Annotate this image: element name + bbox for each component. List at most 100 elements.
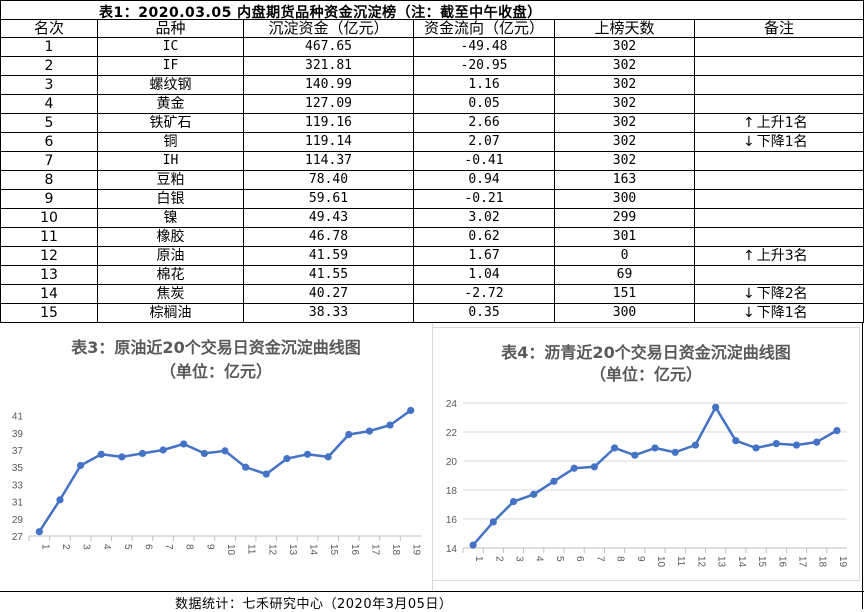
name-cell[interactable]: 棉花 xyxy=(98,266,244,285)
rank-cell[interactable]: 13 xyxy=(0,266,98,285)
days-cell[interactable]: 302 xyxy=(555,133,695,152)
flow-cell[interactable]: 1.04 xyxy=(414,266,555,285)
note-cell[interactable] xyxy=(695,190,864,209)
days-cell[interactable]: 302 xyxy=(555,57,695,76)
note-label: 下降1名 xyxy=(756,134,808,150)
flow-cell[interactable]: -2.72 xyxy=(414,285,555,304)
note-cell[interactable] xyxy=(695,38,864,57)
rank-cell[interactable]: 1 xyxy=(0,38,98,57)
name-cell[interactable]: 铁矿石 xyxy=(98,114,244,133)
note-cell[interactable] xyxy=(695,266,864,285)
days-cell[interactable]: 302 xyxy=(555,38,695,57)
flow-cell[interactable]: 0.35 xyxy=(414,304,555,323)
amount-cell[interactable]: 114.37 xyxy=(244,152,414,171)
days-cell[interactable]: 299 xyxy=(555,209,695,228)
amount-cell[interactable]: 59.61 xyxy=(244,190,414,209)
name-cell[interactable]: 镍 xyxy=(98,209,244,228)
amount-cell[interactable]: 38.33 xyxy=(244,304,414,323)
note-cell[interactable] xyxy=(695,76,864,95)
note-cell[interactable]: ↑ 上升3名 xyxy=(695,247,864,266)
rank-cell[interactable]: 15 xyxy=(0,304,98,323)
note-cell[interactable]: ↓ 下降1名 xyxy=(695,304,864,323)
amount-cell[interactable]: 46.78 xyxy=(244,228,414,247)
rank-cell[interactable]: 12 xyxy=(0,247,98,266)
amount-cell[interactable]: 40.27 xyxy=(244,285,414,304)
rank-cell[interactable]: 5 xyxy=(0,114,98,133)
amount-cell[interactable]: 41.59 xyxy=(244,247,414,266)
amount-cell[interactable]: 41.55 xyxy=(244,266,414,285)
name-cell[interactable]: 铜 xyxy=(98,133,244,152)
amount-cell[interactable]: 321.81 xyxy=(244,57,414,76)
days-cell[interactable]: 163 xyxy=(555,171,695,190)
note-cell[interactable] xyxy=(695,95,864,114)
table-row: 11 橡胶 46.78 0.62 301 xyxy=(0,228,864,247)
note-cell[interactable] xyxy=(695,57,864,76)
chart-asphalt[interactable]: 表4：沥青近20个交易日资金沉淀曲线图 （单位：亿元） 14 16 18 20 22 24… xyxy=(432,327,860,581)
flow-cell[interactable]: 3.02 xyxy=(414,209,555,228)
name-cell[interactable]: 螺纹钢 xyxy=(98,76,244,95)
name-cell[interactable]: 豆粕 xyxy=(98,171,244,190)
amount-cell[interactable]: 119.14 xyxy=(244,133,414,152)
flow-cell[interactable]: 1.16 xyxy=(414,76,555,95)
flow-cell[interactable]: 0.62 xyxy=(414,228,555,247)
rank-cell[interactable]: 11 xyxy=(0,228,98,247)
flow-cell[interactable]: -0.41 xyxy=(414,152,555,171)
name-cell[interactable]: IH xyxy=(98,152,244,171)
note-cell[interactable] xyxy=(695,209,864,228)
name-cell[interactable]: 橡胶 xyxy=(98,228,244,247)
amount-cell[interactable]: 127.09 xyxy=(244,95,414,114)
note-cell[interactable]: ↑ 上升1名 xyxy=(695,114,864,133)
days-cell[interactable]: 302 xyxy=(555,76,695,95)
data-point xyxy=(509,498,518,506)
flow-cell[interactable]: -49.48 xyxy=(414,38,555,57)
amount-cell[interactable]: 467.65 xyxy=(244,38,414,57)
chart-crude-oil[interactable]: 表3：原油近20个交易日资金沉淀曲线图 （单位：亿元） 27 29 31 33 35 37… xyxy=(0,323,433,591)
rank-cell[interactable]: 2 xyxy=(0,57,98,76)
flow-cell[interactable]: -0.21 xyxy=(414,190,555,209)
amount-cell[interactable]: 49.43 xyxy=(244,209,414,228)
amount-cell[interactable]: 140.99 xyxy=(244,76,414,95)
note-cell[interactable] xyxy=(695,228,864,247)
note-cell[interactable]: ↓ 下降1名 xyxy=(695,133,864,152)
days-cell[interactable]: 302 xyxy=(555,152,695,171)
note-cell[interactable] xyxy=(695,171,864,190)
rank-cell[interactable]: 6 xyxy=(0,133,98,152)
days-cell[interactable]: 69 xyxy=(555,266,695,285)
table-row: 15 棕榈油 38.33 0.35 300 ↓ 下降1名 xyxy=(0,304,864,323)
rank-cell[interactable]: 14 xyxy=(0,285,98,304)
name-cell[interactable]: 原油 xyxy=(98,247,244,266)
note-cell[interactable] xyxy=(695,152,864,171)
name-cell[interactable]: 棕榈油 xyxy=(98,304,244,323)
rank-cell[interactable]: 8 xyxy=(0,171,98,190)
rank-cell[interactable]: 4 xyxy=(0,95,98,114)
days-cell[interactable]: 0 xyxy=(555,247,695,266)
rank-cell[interactable]: 9 xyxy=(0,190,98,209)
name-cell[interactable]: IC xyxy=(98,38,244,57)
flow-cell[interactable]: 0.94 xyxy=(414,171,555,190)
name-cell[interactable]: 焦炭 xyxy=(98,285,244,304)
amount-cell[interactable]: 78.40 xyxy=(244,171,414,190)
x-tick-label: 7 xyxy=(163,544,174,550)
name-cell[interactable]: 白银 xyxy=(98,190,244,209)
flow-cell[interactable]: 2.66 xyxy=(414,114,555,133)
days-cell[interactable]: 302 xyxy=(555,95,695,114)
days-cell[interactable]: 301 xyxy=(555,228,695,247)
flow-cell[interactable]: 2.07 xyxy=(414,133,555,152)
rank-cell[interactable]: 10 xyxy=(0,209,98,228)
flow-cell[interactable]: -20.95 xyxy=(414,57,555,76)
days-cell[interactable]: 302 xyxy=(555,114,695,133)
series-line xyxy=(472,406,838,546)
rank-cell[interactable]: 7 xyxy=(0,152,98,171)
rank-cell[interactable]: 3 xyxy=(0,76,98,95)
days-cell[interactable]: 300 xyxy=(555,190,695,209)
data-point xyxy=(242,463,250,471)
amount-cell[interactable]: 119.16 xyxy=(244,114,414,133)
flow-cell[interactable]: 0.05 xyxy=(414,95,555,114)
data-point xyxy=(550,477,558,485)
days-cell[interactable]: 300 xyxy=(555,304,695,323)
note-cell[interactable]: ↓ 下降2名 xyxy=(695,285,864,304)
name-cell[interactable]: IF xyxy=(98,57,244,76)
days-cell[interactable]: 151 xyxy=(555,285,695,304)
name-cell[interactable]: 黄金 xyxy=(98,95,244,114)
flow-cell[interactable]: 1.67 xyxy=(414,247,555,266)
